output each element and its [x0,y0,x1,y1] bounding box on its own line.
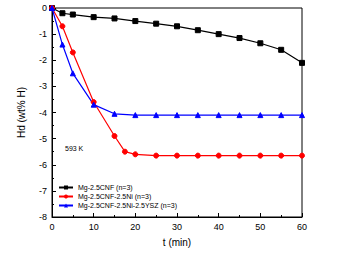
svg-text:t (min): t (min) [163,237,191,248]
svg-text:10: 10 [89,222,99,232]
svg-text:-1: -1 [39,29,47,39]
svg-text:Mg-2.5CNF-2.5Ni (n=3): Mg-2.5CNF-2.5Ni (n=3) [78,193,151,201]
svg-text:Hd (wt% H): Hd (wt% H) [16,87,27,138]
svg-text:-6: -6 [39,160,47,170]
svg-text:-7: -7 [39,186,47,196]
svg-text:593 K: 593 K [65,145,84,152]
svg-text:0: 0 [42,3,47,13]
svg-text:20: 20 [130,222,140,232]
svg-text:60: 60 [297,222,307,232]
svg-text:-8: -8 [39,212,47,222]
svg-text:-5: -5 [39,134,47,144]
svg-text:-2: -2 [39,55,47,65]
svg-text:Mg-2.5CNF (n=3): Mg-2.5CNF (n=3) [78,184,133,192]
svg-text:-4: -4 [39,108,47,118]
svg-text:30: 30 [172,222,182,232]
svg-text:50: 50 [255,222,265,232]
svg-text:Mg-2.5CNF-2.5Ni-2.5YSZ (n=3): Mg-2.5CNF-2.5Ni-2.5YSZ (n=3) [78,202,177,210]
svg-text:-3: -3 [39,81,47,91]
svg-text:40: 40 [214,222,224,232]
svg-text:0: 0 [49,222,54,232]
